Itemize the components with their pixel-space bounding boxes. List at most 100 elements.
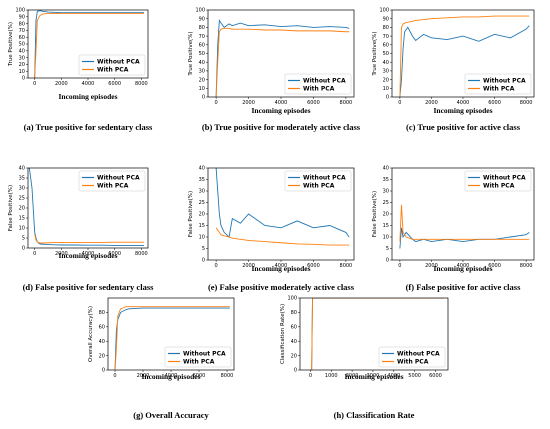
chart-caption: (g) Overall Accuracy xyxy=(133,410,209,420)
chart-caption: (h) Classification Rate xyxy=(334,410,415,420)
y-tick-label: 0 xyxy=(22,246,25,252)
legend-box xyxy=(464,73,532,95)
x-tick-label: 4000 xyxy=(457,263,470,269)
chart-1: 0 2000 4000 6000 80000102030405060708090100I… xyxy=(8,8,153,132)
y-tick-label: 35 xyxy=(383,177,389,183)
series-line-with-pca xyxy=(114,306,230,370)
legend-label: With PCA xyxy=(483,183,515,190)
y-tick-label: 5 xyxy=(202,246,205,252)
x-axis-label: Incoming episodes xyxy=(252,264,311,273)
x-tick-label: 0 xyxy=(398,263,401,269)
y-tick-label: 15 xyxy=(199,223,205,229)
x-tick-label: 0 xyxy=(215,100,218,106)
x-tick-label: 6000 xyxy=(307,263,320,269)
y-tick-label: 10 xyxy=(19,226,25,232)
x-tick-label: 8000 xyxy=(520,100,533,106)
y-tick-label: 30 xyxy=(383,69,389,75)
y-tick-label: 35 xyxy=(199,177,205,183)
legend-label: Without PCA xyxy=(97,59,140,66)
y-tick-label: 50 xyxy=(383,51,389,57)
x-axis-label: Incoming episodes xyxy=(59,251,118,260)
legend-box xyxy=(284,170,352,192)
chart-caption: (c) True positive for active class xyxy=(406,122,521,132)
x-tick-label: 4000 xyxy=(275,100,288,106)
y-tick-label: 40 xyxy=(99,339,105,345)
x-tick-label: 2000 xyxy=(425,263,438,269)
x-tick-label: 2000 xyxy=(346,373,359,379)
x-tick-label: 6000 xyxy=(108,251,121,257)
y-tick-label: 80 xyxy=(199,25,205,31)
y-tick-label: 60 xyxy=(19,35,25,41)
y-tick-label: 40 xyxy=(199,166,205,172)
y-tick-label: 50 xyxy=(19,42,25,48)
y-tick-label: 70 xyxy=(199,34,205,40)
x-tick-label: 8000 xyxy=(340,263,353,269)
x-tick-label: 3000 xyxy=(367,373,380,379)
y-tick-label: 20 xyxy=(291,353,297,359)
chart-6: 0 2000 4000 6000 8000 0 5 10 15 20 25 30 35 40 Incomin… xyxy=(372,166,535,292)
legend-label: Without PCA xyxy=(183,351,226,358)
legend-box xyxy=(78,54,146,76)
y-axis-label: False Positive(%) xyxy=(188,191,194,237)
chart-caption: (d) False positive for sedentary class xyxy=(23,282,155,292)
x-tick-label: 2000 xyxy=(55,81,68,87)
y-tick-label: 10 xyxy=(19,69,25,75)
y-tick-label: 20 xyxy=(99,353,105,359)
x-tick-label: 6000 xyxy=(488,263,501,269)
y-axis-label: Classification Rate(%) xyxy=(280,304,286,364)
y-axis-label: False Positive(%) xyxy=(372,191,378,237)
y-tick-label: 35 xyxy=(19,176,25,182)
y-tick-label: 80 xyxy=(99,310,105,316)
series-line-with-pca xyxy=(215,27,350,97)
legend-label: Without PCA xyxy=(483,175,526,182)
x-tick-label: 4000 xyxy=(387,373,400,379)
y-tick-label: 40 xyxy=(291,339,297,345)
y-tick-label: 60 xyxy=(99,325,105,331)
chart-8: 0 1000 2000 3000 4000 5000 6000 0 20 40 60 80 100 Inc… xyxy=(280,296,449,420)
y-tick-label: 20 xyxy=(19,206,25,212)
y-tick-label: 40 xyxy=(383,166,389,172)
x-axis-label: Incoming episodes xyxy=(252,106,311,115)
x-tick-label: 4000 xyxy=(275,263,288,269)
y-tick-label: 60 xyxy=(383,43,389,49)
x-tick-label: 8000 xyxy=(135,251,148,257)
x-tick-label: 2000 xyxy=(242,263,255,269)
x-tick-label: 4000 xyxy=(457,100,470,106)
x-tick-label: 5000 xyxy=(408,373,421,379)
legend-box xyxy=(78,170,146,192)
series-line-without-pca xyxy=(399,25,530,97)
y-tick-label: 90 xyxy=(19,15,25,21)
series-line-without-pca xyxy=(114,307,230,370)
y-tick-label: 10 xyxy=(199,86,205,92)
legend-label: Without PCA xyxy=(397,351,440,358)
legend-label: With PCA xyxy=(97,67,129,74)
legend-box xyxy=(378,346,446,368)
y-tick-label: 0 xyxy=(22,76,25,82)
series-line-with-pca xyxy=(34,12,144,78)
x-tick-label: 6000 xyxy=(193,373,206,379)
y-axis-label: True Positive(%) xyxy=(188,31,194,76)
legend-box xyxy=(284,73,352,95)
series-line-without-pca xyxy=(215,19,350,97)
legend-label: With PCA xyxy=(483,86,515,93)
x-tick-label: 1000 xyxy=(325,373,338,379)
y-tick-label: 60 xyxy=(199,43,205,49)
y-tick-label: 20 xyxy=(383,212,389,218)
series-line-without-pca xyxy=(34,10,144,78)
y-tick-label: 50 xyxy=(199,51,205,57)
legend-label: With PCA xyxy=(183,359,215,366)
y-tick-label: 90 xyxy=(383,16,389,22)
chart-caption: (f) False positive for active class xyxy=(406,282,521,292)
y-tick-label: 80 xyxy=(19,21,25,27)
chart-4: 0 2000 4000 6000 8000 0 5 10 15 20 25 30 35 40 Incomin… xyxy=(8,166,154,292)
x-tick-label: 4000 xyxy=(82,81,95,87)
chart-7: 0 2000 4000 6000 8000 0 20 40 60 80 Incoming episo… xyxy=(88,297,235,420)
series-line-without-pca xyxy=(399,227,530,249)
chart-caption: (b) True positive for moderately active … xyxy=(202,122,361,132)
x-tick-label: 8000 xyxy=(221,373,234,379)
y-tick-label: 5 xyxy=(22,236,25,242)
y-axis-label: False Positive(%) xyxy=(8,185,14,231)
y-tick-label: 20 xyxy=(199,77,205,83)
y-tick-label: 25 xyxy=(19,196,25,202)
y-tick-label: 10 xyxy=(383,86,389,92)
